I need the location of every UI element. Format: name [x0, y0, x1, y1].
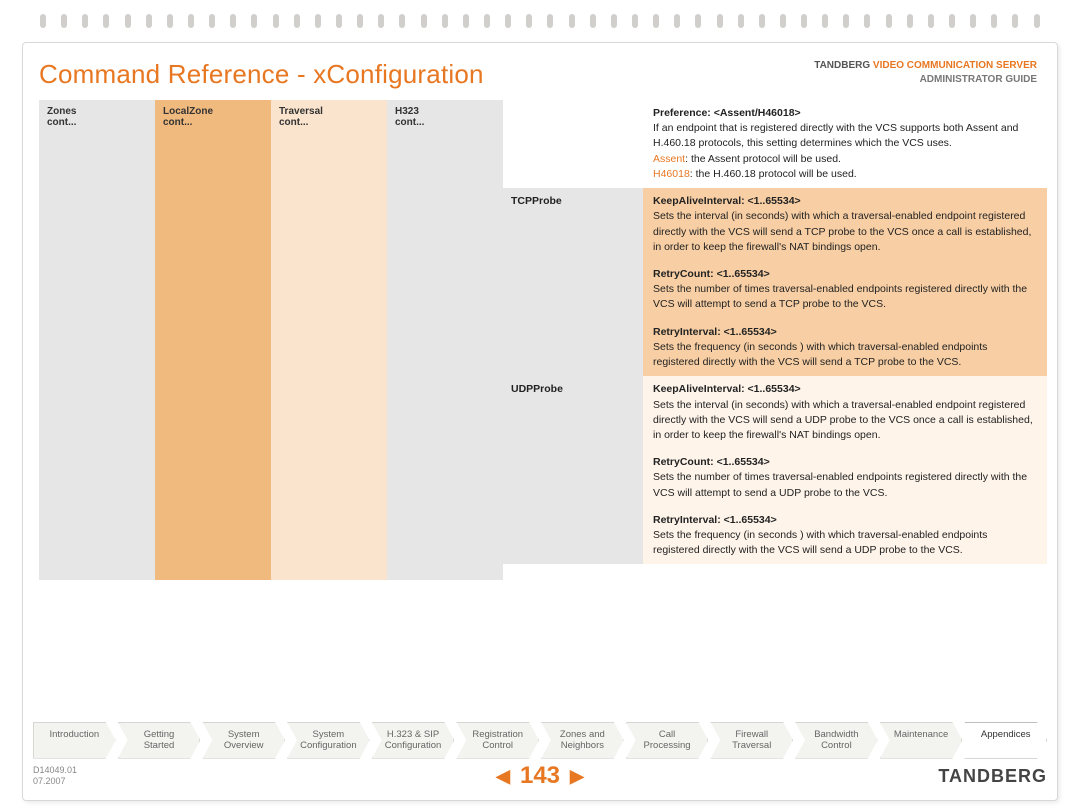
tcpprobe-label: TCPProbe	[503, 188, 643, 261]
param-desc: Sets the interval (in seconds) with whic…	[653, 210, 1031, 252]
preference-title: Preference: <Assent/H46018>	[653, 107, 801, 119]
preference-row: Preference: <Assent/H46018> If an endpoi…	[503, 100, 1047, 188]
nav-label: LocalZone	[163, 106, 263, 117]
param-desc: Sets the frequency (in seconds ) with wh…	[653, 341, 987, 368]
param-title: RetryInterval: <1..65534>	[653, 325, 1037, 340]
nav-traversal[interactable]: Traversal cont...	[271, 100, 387, 580]
udpprobe-section: UDPProbe KeepAliveInterval: <1..65534> S…	[503, 376, 1047, 564]
page-title: Command Reference - xConfiguration	[39, 59, 484, 90]
page-frame: Command Reference - xConfiguration TANDB…	[22, 42, 1058, 801]
nav-localzone[interactable]: LocalZone cont...	[155, 100, 271, 580]
pager: D14049.01 07.2007 ◀ 143 ▶ TANDBERG	[33, 765, 1047, 788]
tab-system-configuration[interactable]: SystemConfiguration	[287, 722, 370, 759]
param-desc: Sets the number of times traversal-enabl…	[653, 283, 1027, 310]
brand-logo: TANDBERG	[938, 766, 1047, 787]
assent-key: Assent	[653, 153, 685, 165]
tab-introduction[interactable]: Introduction	[33, 722, 116, 759]
tab-call-processing[interactable]: CallProcessing	[626, 722, 709, 759]
nav-label: Traversal	[279, 106, 379, 117]
content: Zones cont... LocalZone cont... Traversa…	[23, 100, 1057, 580]
nav-sub: cont...	[395, 117, 495, 128]
nav-h323[interactable]: H323 cont...	[387, 100, 503, 580]
tab-appendices[interactable]: Appendices	[964, 722, 1047, 759]
param-desc: Sets the number of times traversal-enabl…	[653, 471, 1027, 498]
tab-system-overview[interactable]: SystemOverview	[202, 722, 285, 759]
tcpprobe-section: TCPProbe KeepAliveInterval: <1..65534> S…	[503, 188, 1047, 376]
nav-sub: cont...	[163, 117, 263, 128]
tab-firewall-traversal[interactable]: FirewallTraversal	[710, 722, 793, 759]
param-title: RetryCount: <1..65534>	[653, 455, 1037, 470]
preference-desc: If an endpoint that is registered direct…	[653, 122, 1018, 149]
breadcrumb-nav: Zones cont... LocalZone cont... Traversa…	[39, 100, 503, 580]
udpprobe-label: UDPProbe	[503, 376, 643, 449]
tab-getting-started[interactable]: GettingStarted	[118, 722, 201, 759]
h46018-key: H46018	[653, 168, 690, 180]
tab-h323-sip[interactable]: H.323 & SIPConfiguration	[372, 722, 455, 759]
page-number: ◀ 143 ▶	[496, 762, 584, 790]
footer-tabs: Introduction GettingStarted SystemOvervi…	[33, 722, 1047, 759]
admin-guide-label: ADMINISTRATOR GUIDE	[814, 73, 1037, 87]
h46018-text: : the H.460.18 protocol will be used.	[690, 168, 857, 180]
tab-zones-neighbors[interactable]: Zones andNeighbors	[541, 722, 624, 759]
doc-meta: D14049.01 07.2007	[33, 765, 77, 788]
brand-accent: VIDEO COMMUNICATION SERVER	[873, 60, 1037, 71]
nav-sub: cont...	[279, 117, 379, 128]
tab-maintenance[interactable]: Maintenance	[880, 722, 963, 759]
header: Command Reference - xConfiguration TANDB…	[23, 43, 1057, 100]
param-title: RetryInterval: <1..65534>	[653, 513, 1037, 528]
param-title: KeepAliveInterval: <1..65534>	[653, 382, 1037, 397]
spiral-binding	[40, 14, 1040, 32]
tab-bandwidth-control[interactable]: BandwidthControl	[795, 722, 878, 759]
doc-id: D14049.01	[33, 765, 77, 777]
prev-page-icon[interactable]: ◀	[496, 766, 510, 787]
assent-text: : the Assent protocol will be used.	[685, 153, 841, 165]
nav-zones[interactable]: Zones cont...	[39, 100, 155, 580]
doc-date: 07.2007	[33, 776, 77, 788]
tab-registration-control[interactable]: RegistrationControl	[456, 722, 539, 759]
nav-sub: cont...	[47, 117, 147, 128]
brand-prefix: TANDBERG	[814, 60, 873, 71]
footer: Introduction GettingStarted SystemOvervi…	[33, 722, 1047, 788]
next-page-icon[interactable]: ▶	[570, 766, 584, 787]
param-title: RetryCount: <1..65534>	[653, 267, 1037, 282]
nav-label: H323	[395, 106, 495, 117]
page-num: 143	[520, 762, 560, 790]
header-right: TANDBERG VIDEO COMMUNICATION SERVER ADMI…	[814, 59, 1037, 87]
param-title: KeepAliveInterval: <1..65534>	[653, 194, 1037, 209]
body: Preference: <Assent/H46018> If an endpoi…	[503, 100, 1047, 580]
param-desc: Sets the interval (in seconds) with whic…	[653, 399, 1033, 441]
nav-label: Zones	[47, 106, 147, 117]
param-desc: Sets the frequency (in seconds ) with wh…	[653, 529, 987, 556]
